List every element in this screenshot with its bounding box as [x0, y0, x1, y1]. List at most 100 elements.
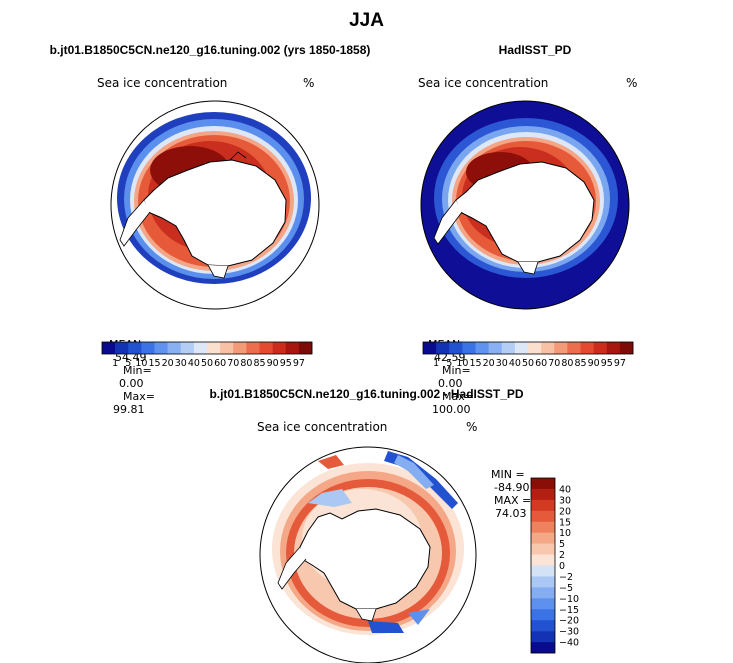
colorbar-cell: [154, 342, 168, 354]
colorbar-tick-label: 10: [456, 358, 468, 369]
colorbar-cell: [531, 587, 555, 599]
colorbar-cell: [531, 543, 555, 555]
colorbar-tick-label: 50: [201, 358, 213, 369]
colorbar-tick-label: −10: [559, 594, 579, 605]
colorbar-tick-label: −2: [559, 572, 573, 583]
colorbar-frame: [422, 341, 634, 355]
colorbar-cell: [514, 342, 529, 354]
colorbar-tick-label: 5: [559, 539, 565, 550]
colorbar-cell: [285, 342, 300, 354]
colorbar-tick-label: −15: [559, 605, 579, 616]
colorbar-tick-label: 40: [188, 358, 200, 369]
colorbar-tick-label: 1: [433, 358, 439, 369]
colorbar-cell: [593, 342, 608, 354]
colorbar-cell: [531, 598, 555, 610]
colorbar-tick-label: 50: [522, 358, 534, 369]
colorbar-cell: [462, 342, 476, 354]
min-value: -84.90: [494, 481, 530, 494]
colorbar-cell: [531, 642, 555, 654]
colorbar-cell: [128, 342, 142, 354]
diff-polar-map: [259, 446, 477, 663]
colorbar-tick-label: −40: [559, 638, 579, 649]
colorbar-cell: [606, 342, 621, 354]
max-label: MAX =: [494, 494, 532, 507]
colorbar-tick-label: 15: [148, 358, 160, 369]
colorbar-cell: [531, 532, 555, 544]
stats-model: MEAN= 54.49 Min= 0.00 Max= 99.81: [102, 325, 155, 416]
colorbar-tick-label: 80: [240, 358, 252, 369]
units-label-diff: %: [466, 420, 478, 434]
colorbar-tick-label: 70: [548, 358, 560, 369]
colorbar-tick-label: −5: [559, 583, 573, 594]
colorbar-cell: [272, 342, 287, 354]
colorbar-tick-label: 5: [446, 358, 452, 369]
colorbar-tick-label: 30: [175, 358, 187, 369]
colorbar-tick-label: 97: [293, 358, 305, 369]
colorbar-cell: [501, 342, 516, 354]
colorbar-tick-label: 15: [559, 517, 571, 528]
colorbar-cell: [531, 478, 555, 490]
colorbar-tick-label: 20: [162, 358, 174, 369]
colorbar-tick-label: 95: [280, 358, 292, 369]
figure-title: JJA: [349, 10, 384, 31]
colorbar-model: 1 5 10 15 20 30 40 50 60 70 80 85 90 95 97: [101, 341, 313, 369]
min-value: 0.00: [119, 377, 144, 390]
colorbar-cell: [531, 521, 555, 533]
colorbar-cell: [528, 342, 542, 354]
colorbar-cell: [488, 342, 503, 354]
obs-polar-map: [420, 100, 630, 310]
colorbar-cell: [259, 342, 273, 354]
colorbar-tick-label: 95: [601, 358, 613, 369]
colorbar-cell: [207, 342, 221, 354]
colorbar-tick-label: 0: [559, 561, 565, 572]
colorbar-cell: [580, 342, 594, 354]
panel-title-diff: b.jt01.B1850C5CN.ne120_g16.tuning.002 - …: [209, 387, 524, 401]
colorbar-frame: [530, 477, 556, 654]
colorbar-tick-label: 70: [227, 358, 239, 369]
min-label: MIN =: [491, 468, 525, 481]
colorbar-cell: [141, 342, 155, 354]
min-value: 0.00: [438, 377, 463, 390]
max-value: 100.00: [432, 403, 471, 416]
colorbar-cell: [475, 342, 489, 354]
model-polar-map: [110, 100, 320, 310]
var-label-model: Sea ice concentration: [97, 76, 228, 90]
colorbar-tick-label: 60: [214, 358, 226, 369]
colorbar-cell: [531, 554, 555, 566]
colorbar-tick-label: 97: [614, 358, 626, 369]
colorbar-tick-label: 30: [559, 495, 571, 506]
colorbar-cell: [531, 510, 555, 523]
colorbar-cell: [531, 620, 555, 632]
colorbar-cell: [531, 631, 555, 643]
colorbar-cell: [220, 342, 234, 354]
colorbar-obs: 1 5 10 15 20 30 40 50 60 70 80 85 90 95 97: [422, 341, 634, 369]
colorbar-tick-label: 80: [561, 358, 573, 369]
colorbar-tick-label: 20: [483, 358, 495, 369]
colorbar-cell: [531, 565, 555, 577]
max-value: 74.03: [495, 507, 527, 520]
min-label: Min=: [123, 364, 152, 377]
colorbar-cell: [115, 342, 129, 354]
units-label-model: %: [303, 76, 315, 90]
max-label: Max=: [123, 390, 155, 403]
var-label-diff: Sea ice concentration: [257, 420, 388, 434]
max-value: 99.81: [113, 403, 145, 416]
colorbar-cell: [180, 342, 195, 354]
colorbar-cell: [531, 576, 555, 588]
colorbar-tick-label: 10: [559, 528, 571, 539]
var-label-obs: Sea ice concentration: [418, 76, 549, 90]
max-label: Max=: [442, 390, 474, 403]
colorbar-tick-label: −30: [559, 627, 579, 638]
colorbar-tick-label: 5: [125, 358, 131, 369]
colorbar-tick-label: 10: [135, 358, 147, 369]
colorbar-tick-label: 15: [469, 358, 481, 369]
min-label: Min=: [442, 364, 471, 377]
colorbar-cell: [193, 342, 208, 354]
colorbar-tick-label: 40: [509, 358, 521, 369]
colorbar-tick-label: 90: [588, 358, 600, 369]
colorbar-cell: [619, 342, 634, 354]
units-label-obs: %: [626, 76, 638, 90]
colorbar-cell: [541, 342, 555, 354]
stats-diff: MIN = -84.90 MAX = 74.03: [484, 455, 531, 520]
